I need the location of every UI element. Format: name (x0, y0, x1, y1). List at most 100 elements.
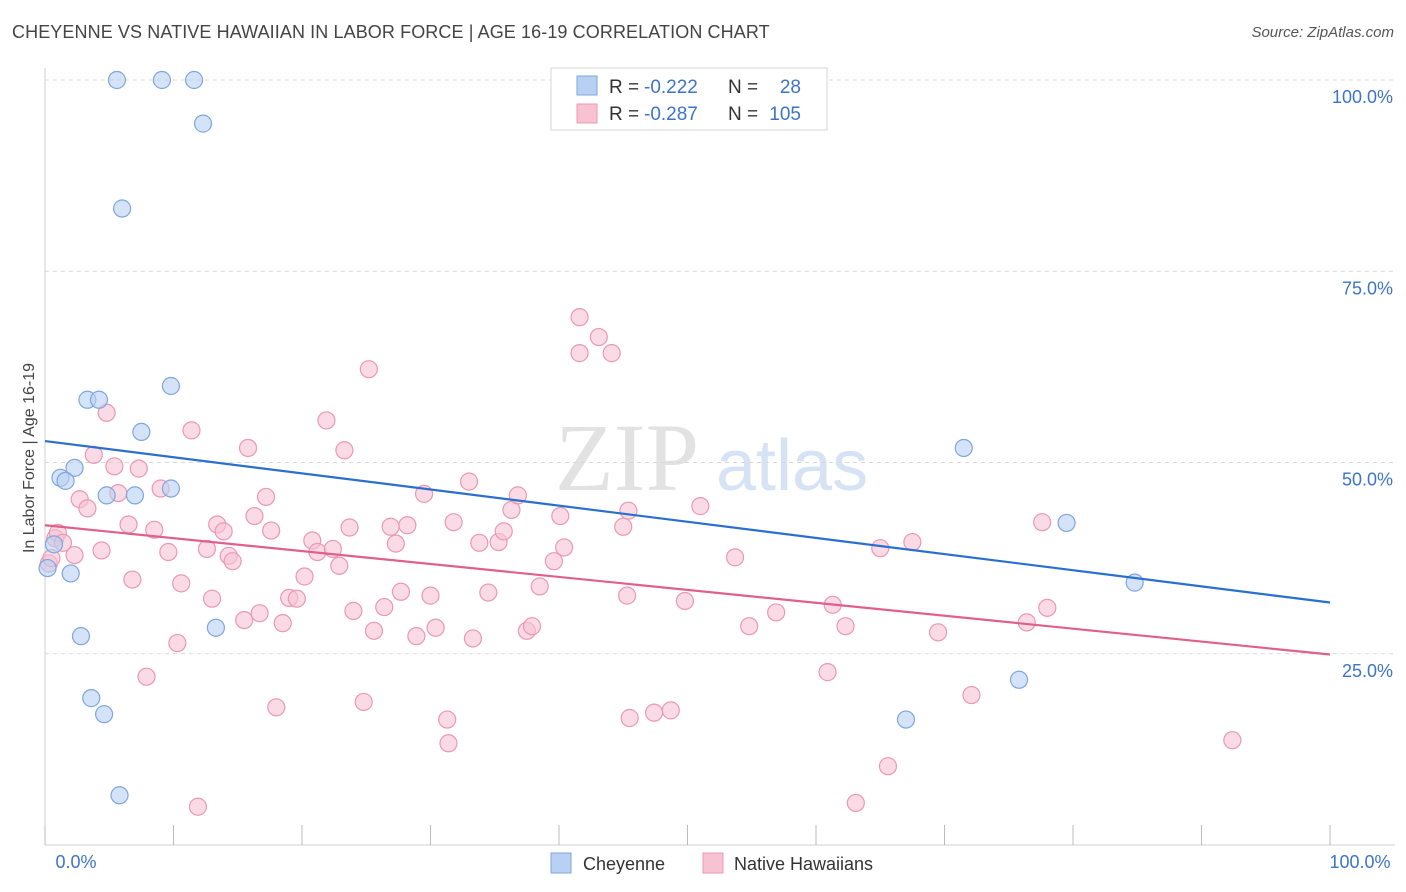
x-tick-label-right: 100.0% (1329, 852, 1390, 872)
hawaiian-point-86 (644, 703, 664, 722)
y-tick-label-50: 50.0% (1342, 470, 1393, 490)
cheyenne-point-0 (107, 70, 127, 90)
y-tick-label-75: 75.0% (1342, 278, 1393, 298)
hawaiian-point-97 (871, 539, 890, 558)
cheyenne-point-2 (184, 70, 204, 90)
cheyenne-trend-line (44, 439, 1331, 604)
hawaiian-point-99 (903, 532, 922, 552)
hawaiian-point-47 (340, 518, 359, 537)
cheyenne-series (38, 70, 1144, 805)
y-tick-label-25: 25.0% (1342, 661, 1393, 681)
source-label[interactable]: Source: ZipAtlas.com (1251, 24, 1394, 41)
hawaiian-point-33 (250, 604, 269, 623)
bottom-legend-swatch-cheyenne (550, 852, 572, 874)
bottom-legend-hawaiian[interactable]: Native Hawaiians (734, 854, 873, 874)
hawaiian-point-93 (818, 663, 837, 682)
cheyenne-point-16 (38, 558, 57, 578)
hawaiian-point-25 (202, 589, 222, 608)
cheyenne-point-5 (161, 376, 181, 396)
hawaiian-point-95 (836, 617, 855, 636)
watermark: ZIP atlas (555, 404, 868, 511)
cheyenne-point-22 (110, 786, 129, 805)
cheyenne-point-18 (71, 627, 91, 646)
legend-r-label-1: R = (609, 77, 639, 98)
hawaiian-point-55 (391, 582, 411, 601)
hawaiian-point-66 (470, 533, 489, 552)
legend-n-value-1: 28 (780, 77, 801, 98)
cheyenne-point-27 (896, 710, 916, 729)
bottom-legend-swatch-hawaiian (702, 852, 724, 874)
hawaiian-point-96 (846, 793, 865, 813)
hawaiian-trend-line (44, 524, 1331, 656)
hawaiian-point-46 (335, 441, 354, 460)
watermark-zip: ZIP (555, 404, 699, 511)
legend-swatch-cheyenne (576, 75, 598, 96)
hawaiian-point-37 (273, 614, 292, 633)
hawaiian-point-90 (725, 548, 745, 567)
hawaiian-point-54 (386, 534, 405, 553)
hawaiian-point-84 (620, 708, 639, 728)
hawaiian-point-9 (92, 541, 111, 560)
hawaiian-point-82 (614, 517, 633, 536)
hawaiian-point-59 (421, 586, 440, 605)
x-tick-label-left: 0.0% (55, 852, 96, 872)
native-hawaiians-series (39, 308, 1242, 816)
hawaiian-point-92 (767, 603, 786, 622)
hawaiian-point-36 (267, 698, 286, 717)
hawaiian-point-77 (555, 538, 574, 557)
hawaiian-point-69 (494, 522, 513, 541)
hawaiian-point-101 (962, 685, 981, 705)
y-tick-label-100: 100.0% (1332, 87, 1393, 107)
hawaiian-point-75 (544, 552, 563, 571)
cheyenne-point-7 (89, 390, 109, 409)
hawaiian-point-98 (878, 757, 898, 776)
hawaiian-point-53 (381, 517, 400, 536)
hawaiian-point-5 (65, 545, 84, 565)
hawaiian-point-27 (214, 522, 233, 541)
cheyenne-point-4 (112, 199, 132, 218)
cheyenne-point-1 (152, 70, 172, 90)
hawaiian-point-34 (256, 487, 276, 507)
hawaiian-point-51 (364, 621, 384, 640)
hawaiian-point-45 (330, 556, 349, 575)
hawaiian-point-103 (1033, 513, 1052, 532)
hawaiian-point-91 (740, 617, 759, 636)
bottom-legend-cheyenne[interactable]: Cheyenne (583, 854, 665, 874)
hawaiian-point-11 (105, 457, 124, 476)
cheyenne-point-15 (44, 535, 64, 554)
legend-r-value-2: -0.287 (644, 104, 698, 125)
hawaiian-point-61 (438, 710, 457, 729)
y-tick-labels: 25.0% 50.0% 75.0% 100.0% (1332, 87, 1393, 681)
cheyenne-point-20 (82, 689, 101, 708)
hawaiian-point-43 (317, 411, 336, 430)
hawaiian-point-89 (691, 497, 710, 516)
cheyenne-point-23 (954, 438, 973, 458)
hawaiian-point-23 (188, 797, 208, 816)
hawaiian-point-21 (172, 574, 191, 593)
hawaiian-point-78 (570, 308, 589, 327)
cheyenne-point-19 (206, 618, 226, 637)
hawaiian-point-73 (522, 617, 542, 636)
legend-n-label-1: N = (728, 77, 758, 98)
hawaiian-point-74 (530, 577, 549, 596)
cheyenne-point-9 (65, 458, 84, 477)
hawaiian-point-105 (1223, 731, 1242, 750)
hawaiian-point-7 (78, 499, 97, 518)
hawaiian-point-87 (661, 701, 680, 720)
hawaiian-point-88 (675, 591, 695, 611)
legend-r-label-2: R = (609, 104, 639, 125)
hawaiian-point-32 (245, 506, 264, 526)
hawaiian-point-15 (129, 459, 148, 478)
hawaiian-point-79 (570, 344, 589, 363)
cheyenne-point-14 (125, 486, 145, 505)
hawaiian-point-16 (137, 667, 156, 686)
hawaiian-point-81 (602, 344, 621, 363)
hawaiian-point-19 (159, 542, 178, 562)
cheyenne-point-26 (1009, 670, 1029, 689)
hawaiian-point-35 (262, 521, 281, 540)
hawaiian-point-13 (119, 515, 138, 534)
legend-n-value-2: 105 (769, 104, 801, 125)
cheyenne-point-3 (193, 114, 213, 133)
gridlines (45, 79, 1395, 655)
hawaiian-point-85 (618, 586, 637, 605)
